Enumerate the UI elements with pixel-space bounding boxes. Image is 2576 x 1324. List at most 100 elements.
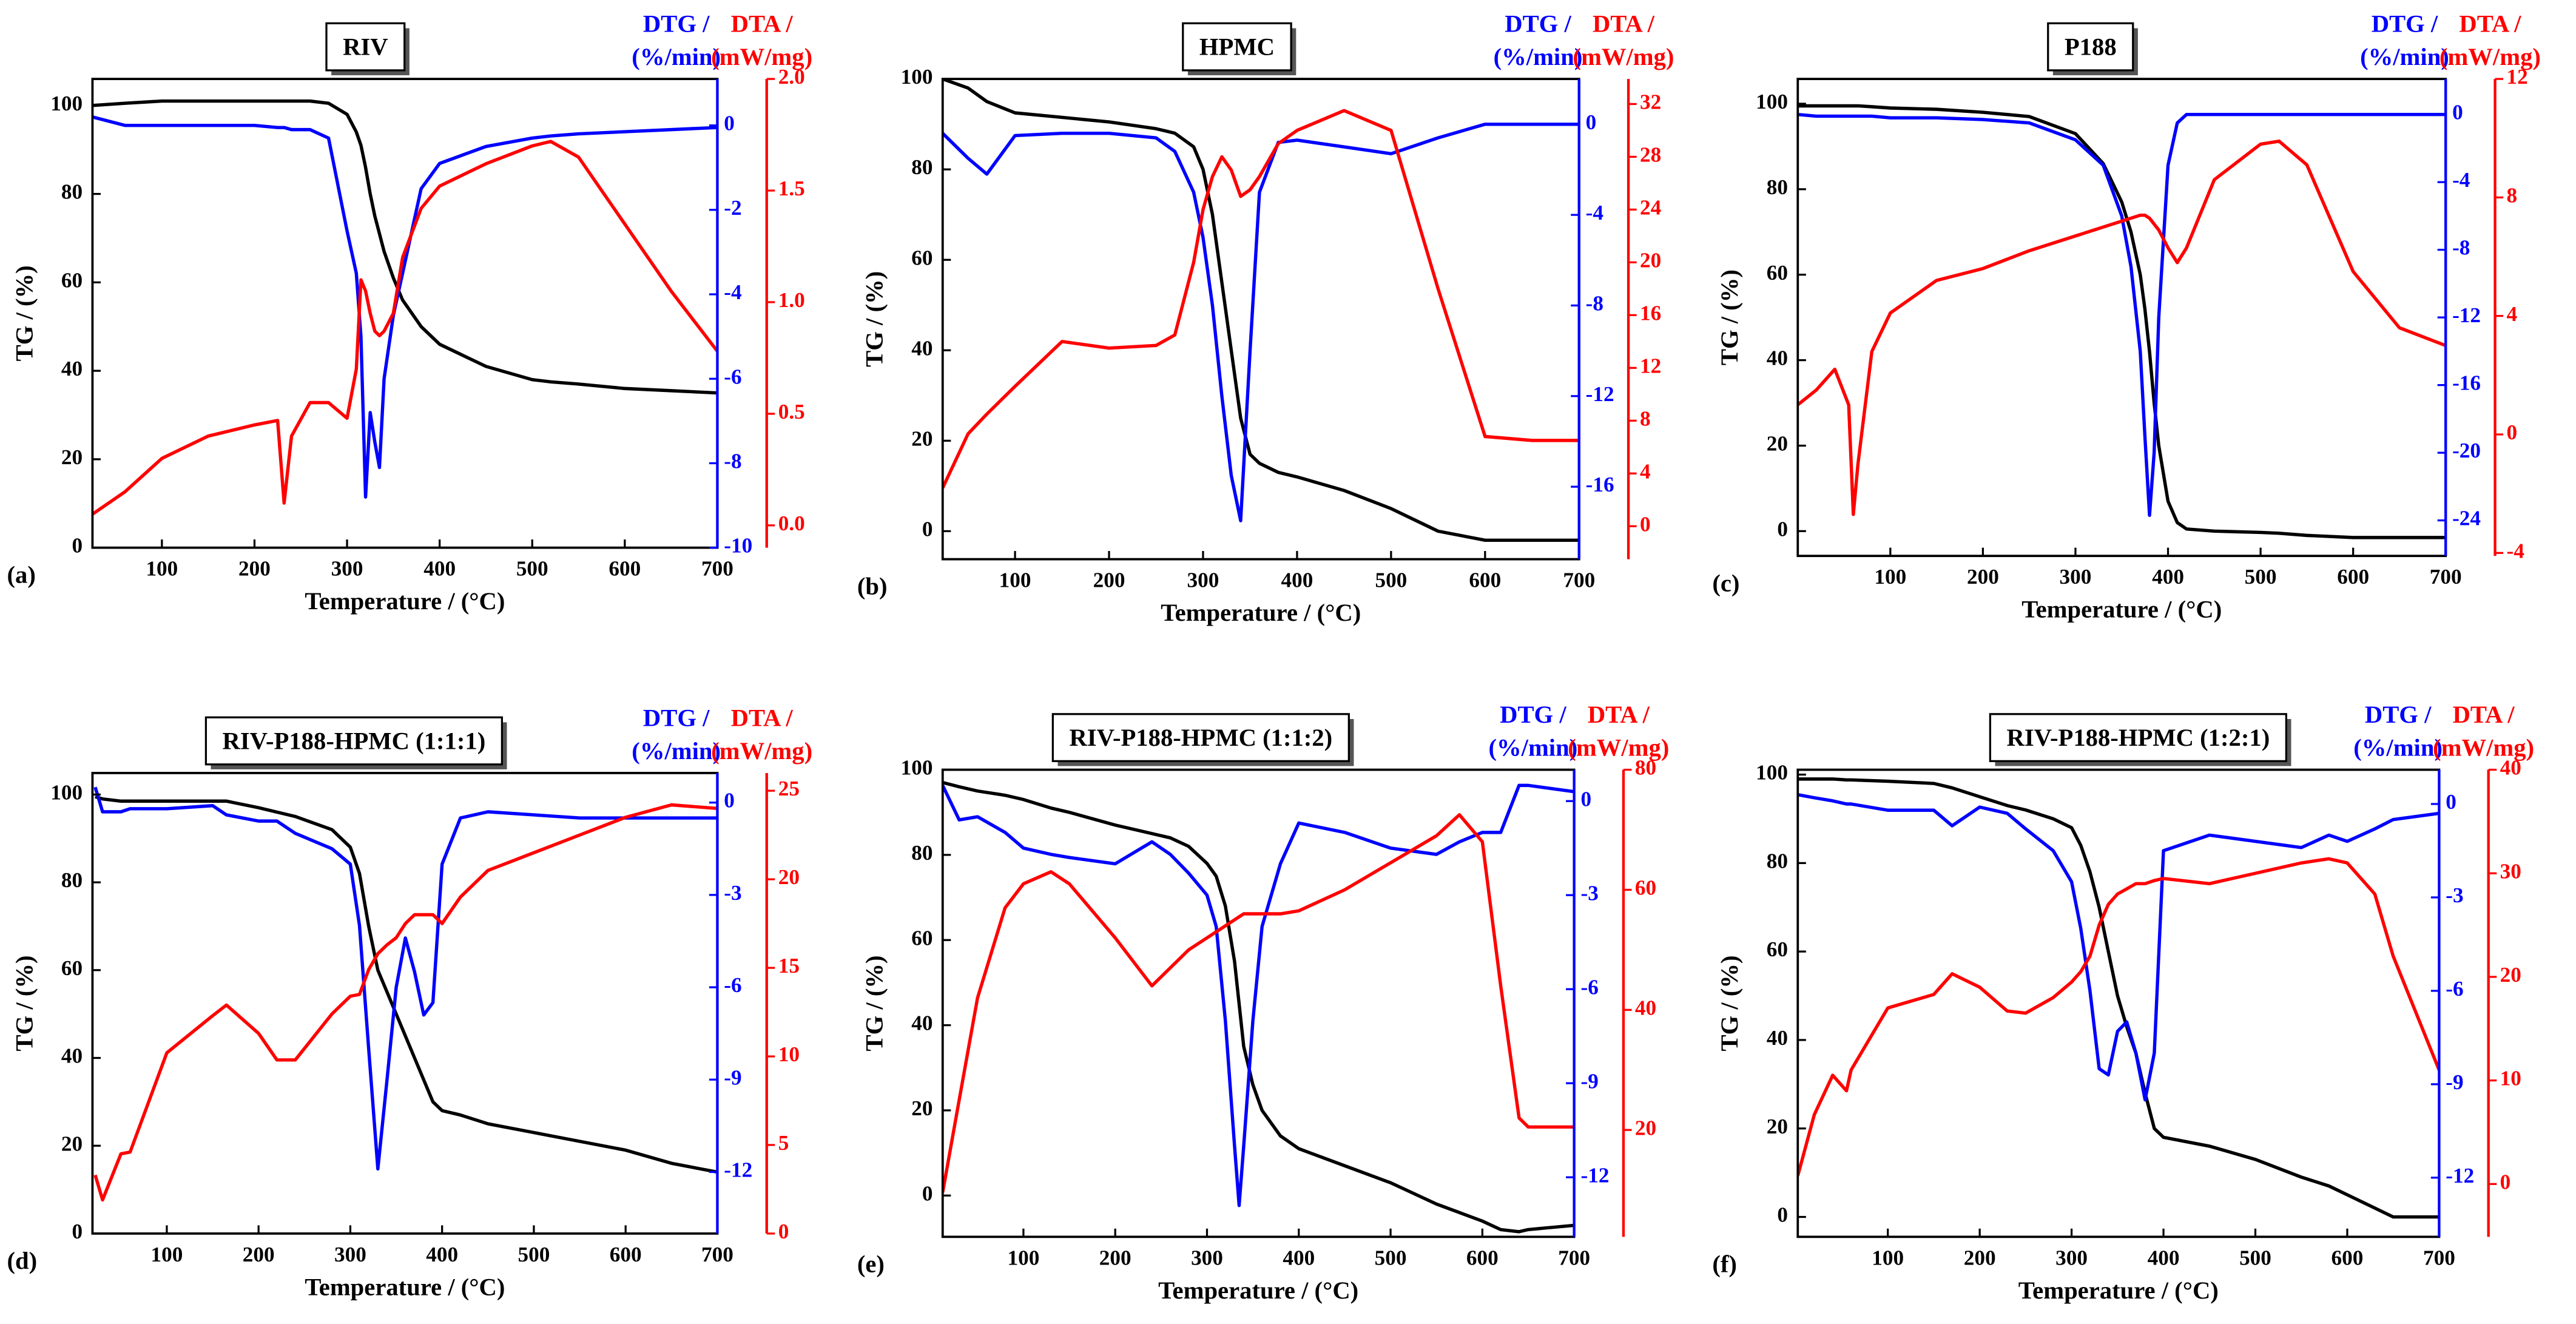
x-tick-label: 300 bbox=[331, 557, 363, 581]
y2-tick-label: -9 bbox=[724, 1066, 741, 1089]
y-axis-label: TG / (%) bbox=[10, 955, 38, 1051]
x-axis-label: Temperature / (°C) bbox=[305, 1273, 505, 1300]
x-tick-label: 100 bbox=[1872, 1246, 1904, 1269]
y3-tick-label: 40 bbox=[1635, 996, 1656, 1019]
y2-tick-label: -2 bbox=[724, 196, 741, 220]
x-tick-label: 400 bbox=[1281, 569, 1313, 592]
x-axis-label: Temperature / (°C) bbox=[1158, 1277, 1358, 1304]
y-tick-label: 60 bbox=[61, 268, 83, 292]
x-tick-label: 200 bbox=[1099, 1246, 1131, 1269]
data-line bbox=[92, 115, 718, 499]
panel-title: RIV-P188-HPMC (1:2:1) bbox=[2006, 724, 2270, 751]
y3-tick-label: 80 bbox=[1635, 756, 1656, 780]
y2-axis-unit: (%/min) bbox=[1494, 43, 1583, 70]
y2-tick-label: -8 bbox=[1586, 292, 1603, 316]
panel-label: (d) bbox=[7, 1247, 37, 1274]
x-tick-label: 700 bbox=[1563, 569, 1595, 592]
y3-axis-label: DTA / bbox=[1593, 10, 1655, 38]
y3-tick-label: 0 bbox=[778, 1220, 789, 1243]
y3-axis-label: DTA / bbox=[2459, 10, 2521, 38]
y-tick-label: 0 bbox=[922, 1181, 933, 1205]
x-tick-label: 700 bbox=[701, 557, 733, 581]
y2-tick-label: -8 bbox=[2452, 236, 2470, 260]
data-line bbox=[942, 780, 1574, 1234]
x-tick-label: 200 bbox=[1964, 1246, 1996, 1269]
panel-title: HPMC bbox=[1199, 33, 1275, 61]
x-tick-label: 400 bbox=[426, 1243, 458, 1266]
panel: 100 200 300 400 500 600 700020406080100-12-9-6… bbox=[857, 701, 1670, 1304]
x-tick-label: 100 bbox=[1874, 565, 1906, 589]
y-tick-label: 80 bbox=[61, 868, 83, 892]
x-tick-label: 700 bbox=[1558, 1246, 1590, 1269]
y3-tick-label: 12 bbox=[2507, 65, 2528, 89]
x-tick-label: 300 bbox=[1191, 1246, 1223, 1269]
y-tick-label: 80 bbox=[911, 155, 932, 179]
y-tick-label: 20 bbox=[1767, 1115, 1788, 1138]
y3-tick-label: 4 bbox=[2507, 302, 2518, 326]
title-box bbox=[2047, 22, 2134, 72]
data-line bbox=[942, 783, 1574, 1207]
y3-tick-label: 15 bbox=[778, 954, 800, 978]
y-tick-label: 20 bbox=[911, 427, 932, 450]
y3-tick-label: 0.5 bbox=[778, 400, 805, 424]
y-tick-label: 80 bbox=[911, 841, 932, 865]
x-tick-label: 100 bbox=[146, 557, 178, 581]
data-line bbox=[93, 786, 718, 1171]
y2-tick-label: -16 bbox=[1586, 473, 1614, 496]
y-tick-label: 100 bbox=[50, 780, 83, 804]
y-tick-label: 60 bbox=[911, 246, 932, 269]
title-box bbox=[1182, 22, 1292, 72]
data-line bbox=[1798, 857, 2439, 1177]
y-tick-label: 0 bbox=[1777, 517, 1788, 541]
y2-tick-label: 0 bbox=[724, 112, 735, 135]
y-axis-label: TG / (%) bbox=[1716, 269, 1743, 365]
x-tick-label: 400 bbox=[2148, 1246, 2180, 1269]
y3-tick-label: 24 bbox=[1640, 195, 1661, 219]
y2-axis-unit: (%/min) bbox=[2353, 734, 2443, 761]
y3-tick-label: 20 bbox=[1635, 1116, 1656, 1140]
panel: 100 200 300 400 500 600 700020406080100-24-20-… bbox=[1712, 10, 2541, 623]
data-line bbox=[942, 109, 1579, 489]
x-tick-label: 700 bbox=[2430, 565, 2462, 589]
x-tick-label: 500 bbox=[2239, 1246, 2271, 1269]
y3-tick-label: 20 bbox=[778, 865, 800, 889]
x-tick-label: 600 bbox=[2332, 1246, 2364, 1269]
y-axis-label: TG / (%) bbox=[10, 265, 38, 361]
y2-axis-label: DTG / bbox=[643, 10, 710, 38]
y2-tick-label: -12 bbox=[1580, 1163, 1609, 1187]
x-tick-label: 300 bbox=[2060, 565, 2092, 589]
x-tick-label: 200 bbox=[1093, 569, 1125, 592]
y-tick-label: 100 bbox=[901, 756, 933, 780]
x-tick-label: 400 bbox=[423, 557, 456, 581]
title-box bbox=[204, 716, 504, 766]
y3-tick-label: 25 bbox=[778, 777, 800, 800]
y3-tick-label: 32 bbox=[1640, 90, 1661, 113]
x-tick-label: 300 bbox=[1187, 569, 1219, 592]
y3-tick-label: -4 bbox=[2507, 539, 2524, 562]
y2-axis-unit: (%/min) bbox=[1488, 734, 1577, 761]
data-line bbox=[1798, 792, 2439, 1102]
y-tick-label: 20 bbox=[61, 445, 83, 469]
y2-tick-label: -12 bbox=[2452, 303, 2481, 327]
title-box bbox=[1989, 713, 2287, 762]
x-tick-label: 200 bbox=[243, 1243, 275, 1266]
y-tick-label: 20 bbox=[1767, 432, 1788, 456]
x-axis-label: Temperature / (°C) bbox=[305, 587, 505, 615]
y3-tick-label: 8 bbox=[2507, 183, 2518, 207]
x-axis-label: Temperature / (°C) bbox=[2018, 1277, 2219, 1304]
y-axis-label: TG / (%) bbox=[861, 271, 888, 367]
y2-tick-label: -9 bbox=[2446, 1070, 2463, 1094]
y2-tick-label: -12 bbox=[2446, 1164, 2474, 1187]
y2-tick-label: -6 bbox=[1580, 975, 1598, 999]
y2-axis-unit: (%/min) bbox=[632, 43, 721, 70]
x-tick-label: 500 bbox=[1375, 1246, 1407, 1269]
x-tick-label: 700 bbox=[2423, 1246, 2455, 1269]
panel-label: (e) bbox=[857, 1250, 885, 1277]
y3-tick-label: 16 bbox=[1640, 301, 1661, 325]
y-tick-label: 0 bbox=[72, 1220, 83, 1243]
y-tick-label: 100 bbox=[1756, 90, 1788, 113]
y-tick-label: 40 bbox=[61, 1044, 83, 1068]
y3-axis-unit: (mW/mg) bbox=[711, 43, 812, 70]
plot-frame bbox=[1796, 78, 2447, 558]
y-tick-label: 0 bbox=[72, 534, 83, 558]
